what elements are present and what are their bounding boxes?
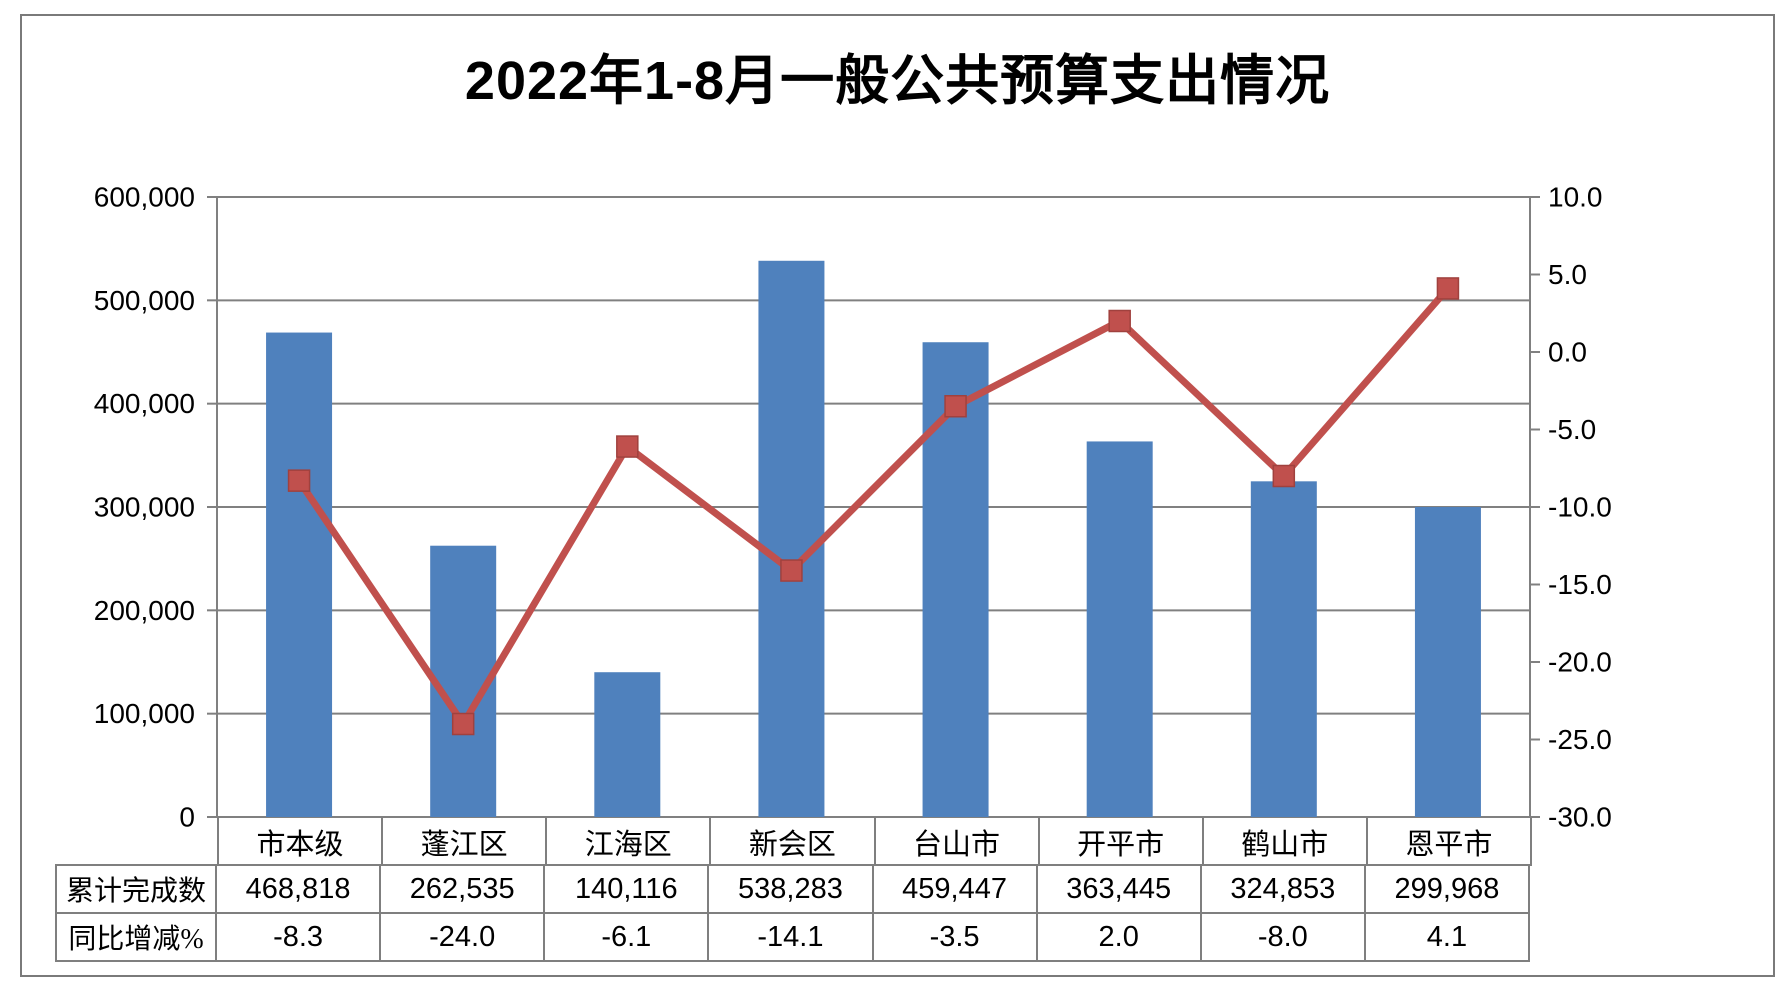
table-cell: 538,283	[707, 864, 872, 912]
right-axis-tick-label: 5.0	[1548, 259, 1587, 290]
table-cell: 324,853	[1199, 864, 1364, 912]
data-table: 累计完成数 468,818 262,535 140,116 538,283 459,447…	[55, 864, 1530, 962]
category-label: 江海区	[545, 817, 709, 866]
category-label: 蓬江区	[381, 817, 545, 866]
right-axis-tick-label: -20.0	[1548, 647, 1612, 678]
right-axis-tick-label: -15.0	[1548, 569, 1612, 600]
left-axis-tick-label: 0	[179, 802, 195, 833]
table-row-label: 累计完成数	[55, 864, 215, 912]
table-cell: -24.0	[379, 912, 544, 960]
line-marker	[1108, 309, 1131, 333]
bar	[1250, 481, 1317, 817]
trend-line	[295, 284, 1452, 728]
category-label: 恩平市	[1365, 817, 1530, 866]
category-axis-row: 市本级 蓬江区 江海区 新会区 台山市 开平市 鹤山市 恩平市	[217, 817, 1532, 866]
bar	[1414, 507, 1481, 817]
line-marker	[287, 469, 311, 492]
table-cell: -14.1	[707, 912, 872, 960]
table-cell: 299,968	[1363, 864, 1528, 912]
category-label: 开平市	[1037, 817, 1202, 866]
category-label: 市本级	[217, 817, 381, 866]
table-cell: -6.1	[543, 912, 708, 960]
table-cell: 2.0	[1035, 912, 1200, 960]
line-marker	[451, 712, 475, 736]
category-label: 台山市	[873, 817, 1038, 866]
left-axis-tick-label: 600,000	[94, 182, 195, 213]
left-axis-tick-label: 500,000	[94, 285, 195, 316]
line-marker	[780, 559, 803, 582]
table-cell: 4.1	[1363, 912, 1528, 960]
table-cell: 468,818	[215, 864, 380, 912]
table-cell: -3.5	[871, 912, 1036, 960]
right-axis-tick-label: 0.0	[1548, 337, 1587, 368]
table-cell: 262,535	[379, 864, 544, 912]
line-marker	[616, 435, 639, 458]
bar	[266, 332, 333, 817]
table-cell: -8.0	[1199, 912, 1364, 960]
bar	[1086, 441, 1153, 817]
right-axis-tick-label: -25.0	[1548, 724, 1612, 755]
table-row-label: 同比增减%	[55, 912, 215, 960]
right-axis-tick-label: -5.0	[1548, 414, 1596, 445]
table-cell: 459,447	[871, 864, 1036, 912]
category-label: 鹤山市	[1201, 817, 1366, 866]
right-axis-tick-label: 10.0	[1548, 182, 1603, 213]
left-axis-tick-label: 300,000	[94, 492, 195, 523]
category-label: 新会区	[709, 817, 873, 866]
bar	[922, 342, 989, 817]
table-cell: -8.3	[215, 912, 380, 960]
bar	[594, 672, 661, 817]
left-axis-tick-label: 100,000	[94, 698, 195, 729]
bar	[758, 260, 825, 817]
right-axis-tick-label: -10.0	[1548, 492, 1612, 523]
table-cell: 140,116	[543, 864, 708, 912]
line-marker	[1272, 464, 1296, 488]
line-marker	[1436, 277, 1460, 300]
line-marker	[944, 395, 967, 418]
left-axis-tick-label: 200,000	[94, 595, 195, 626]
chart-title: 2022年1-8月一般公共预算支出情况	[464, 51, 1331, 111]
left-axis-tick-label: 400,000	[94, 388, 195, 419]
right-axis-tick-label: -30.0	[1548, 802, 1612, 833]
table-cell: 363,445	[1035, 864, 1200, 912]
